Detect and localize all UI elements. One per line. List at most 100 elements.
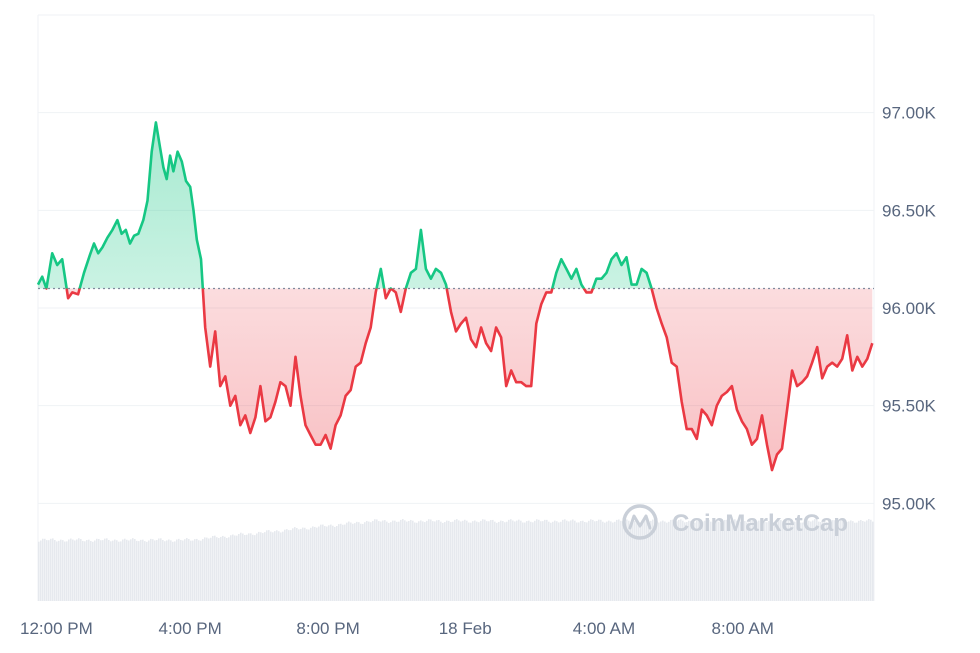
volume-bar [634, 520, 636, 601]
volume-bar [238, 533, 240, 601]
volume-bar [384, 520, 386, 601]
volume-bar [510, 519, 512, 601]
volume-bar [684, 522, 686, 601]
volume-bar [526, 521, 528, 601]
volume-bar [448, 520, 450, 601]
volume-bar [236, 535, 238, 601]
volume-bar [348, 521, 350, 601]
volume-bar [330, 524, 332, 601]
volume-bar [740, 521, 742, 601]
volume-bar [488, 521, 490, 601]
volume-bar [726, 519, 728, 601]
volume-bar [544, 519, 546, 601]
volume-bar [640, 522, 642, 601]
volume-bar [858, 520, 860, 601]
volume-bar [568, 521, 570, 601]
volume-bar [816, 519, 818, 601]
y-tick-label: 96.00K [882, 299, 937, 318]
volume-bar [812, 520, 814, 601]
volume-bar [636, 520, 638, 601]
volume-bar [730, 521, 732, 601]
volume-bar [770, 520, 772, 601]
volume-bar [712, 522, 714, 601]
volume-bar [144, 541, 146, 601]
volume-bar [266, 530, 268, 601]
volume-bar [618, 519, 620, 601]
volume-bar [40, 540, 42, 601]
volume-bar [706, 519, 708, 601]
volume-bar [84, 541, 86, 601]
volume-bar [422, 521, 424, 601]
volume-bar [336, 526, 338, 601]
volume-bar [132, 538, 134, 601]
volume-bar [372, 520, 374, 601]
volume-bar [844, 520, 846, 601]
volume-bar [766, 522, 768, 601]
volume-bar [586, 522, 588, 601]
volume-bar [512, 520, 514, 601]
volume-bar [300, 528, 302, 601]
volume-bar [150, 538, 152, 601]
volume-bar [220, 536, 222, 601]
volume-bar [218, 538, 220, 601]
volume-bar [90, 540, 92, 601]
volume-bar [794, 521, 796, 601]
volume-bar [736, 520, 738, 601]
volume-bar [460, 521, 462, 601]
volume-bar [872, 521, 874, 601]
volume-bar [834, 520, 836, 601]
volume-bar [476, 521, 478, 601]
volume-bar [650, 520, 652, 601]
volume-bar [580, 520, 582, 601]
volume-bar [246, 534, 248, 601]
volume-bar [828, 522, 830, 601]
volume-bar [202, 539, 204, 601]
volume-bar [598, 519, 600, 601]
volume-bar [574, 520, 576, 601]
volume-bar [820, 522, 822, 601]
volume-bar [868, 519, 870, 601]
volume-bar [840, 519, 842, 601]
volume-bar [456, 519, 458, 601]
volume-bar [388, 522, 390, 601]
volume-bar [180, 539, 182, 601]
volume-bar [616, 519, 618, 601]
volume-bar [260, 532, 262, 601]
volume-bar [196, 538, 198, 601]
volume-bar [576, 522, 578, 601]
volume-bar [320, 524, 322, 601]
volume-bar [310, 527, 312, 601]
volume-bar [774, 522, 776, 601]
volume-bar [262, 533, 264, 601]
volume-bar [678, 520, 680, 601]
volume-bar [228, 537, 230, 601]
volume-bar [852, 521, 854, 601]
volume-bar [374, 519, 376, 601]
volume-bar [796, 520, 798, 601]
volume-bar [406, 521, 408, 601]
volume-bar [660, 521, 662, 601]
volume-bar [248, 533, 250, 601]
volume-bar [318, 526, 320, 601]
volume-bar [280, 532, 282, 601]
volume-bar [822, 520, 824, 601]
volume-bar [806, 519, 808, 601]
volume-bar [710, 521, 712, 601]
volume-bar [646, 520, 648, 601]
volume-bar [270, 531, 272, 601]
volume-bar [550, 522, 552, 601]
y-axis: 95.00K 95.50K 96.00K 96.50K 97.00K [882, 104, 937, 514]
y-tick-label: 96.50K [882, 201, 937, 220]
volume-bar [112, 540, 114, 601]
volume-bar [304, 527, 306, 601]
volume-bar [130, 539, 132, 601]
volume-bar [354, 523, 356, 601]
volume-bar [234, 535, 236, 601]
volume-bar [504, 522, 506, 601]
volume-bar [76, 539, 78, 601]
volume-bar [496, 522, 498, 601]
x-tick-label: 8:00 PM [296, 619, 359, 638]
volume-bar [120, 541, 122, 601]
volume-bar [98, 538, 100, 601]
volume-bar [720, 522, 722, 601]
